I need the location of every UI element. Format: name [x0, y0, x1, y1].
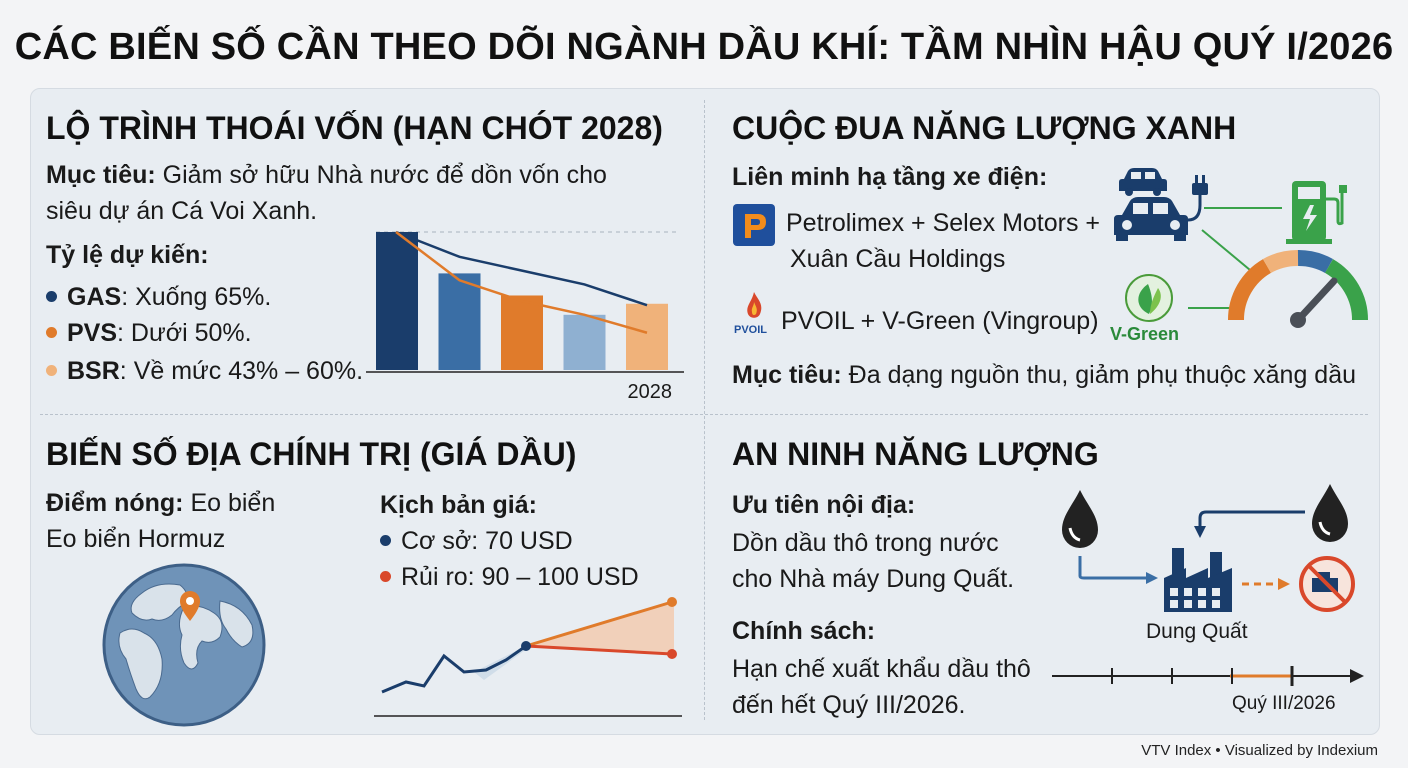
- hotspot-line2: Eo biển Hormuz: [46, 525, 226, 553]
- priority-line1: Dồn dầu thô trong nước: [732, 529, 999, 557]
- footer-credit: VTV Index • Visualized by Indexium: [1141, 742, 1378, 759]
- pvoil-flame-icon: [747, 292, 762, 318]
- risk-bullet: [380, 570, 391, 582]
- vertical-divider: [704, 100, 705, 720]
- oil-price-scenario-chart: [374, 597, 682, 717]
- map-pin-icon: [180, 591, 200, 621]
- alliance2: PVOIL + V-Green (Vingroup): [781, 307, 1099, 335]
- chart-year-label: 2028: [628, 381, 673, 403]
- pvoil-logo-text: PVOIL: [734, 324, 768, 336]
- timeline-label: Quý III/2026: [1232, 693, 1336, 714]
- divestment-goal: Mục tiêu: Giảm sở hữu Nhà nước để dồn vố…: [46, 158, 607, 192]
- page-title: CÁC BIẾN SỐ CẦN THEO DÕI NGÀNH DẦU KHÍ: …: [14, 26, 1394, 68]
- gauge-icon: [1227, 250, 1369, 328]
- green-goal-text: Đa dạng nguồn thu, giảm phụ thuộc xăng d…: [841, 361, 1357, 389]
- plant-label: Dung Quất: [1146, 620, 1248, 643]
- base-bullet: [380, 534, 391, 546]
- green-goal: Mục tiêu: Đa dạng nguồn thu, giảm phụ th…: [732, 358, 1356, 392]
- divestment-ratio-label: Tỷ lệ dự kiến:: [46, 241, 209, 269]
- hotspot-label: Điểm nóng:: [46, 489, 184, 517]
- ratio-item-gas: GAS: Xuống 65%.: [46, 280, 271, 314]
- alliance1-line2: Xuân Cầu Holdings: [790, 245, 1006, 273]
- ev-graphic: [1114, 168, 1369, 328]
- refinery-flow-graphic: [1062, 484, 1355, 612]
- divestment-goal-label: Mục tiêu:: [46, 161, 156, 189]
- globe-icon: [102, 563, 266, 727]
- bar-2: [501, 295, 543, 370]
- hotspot-line1: Eo biển: [183, 489, 276, 517]
- plug-icon: [1187, 175, 1208, 222]
- ratio-item-pvs: PVS: Dưới 50%.: [46, 316, 252, 350]
- bsr-bullet: [46, 364, 57, 376]
- petrolimex-logo: [733, 204, 775, 246]
- oil-drop-icon: [1062, 490, 1098, 548]
- green-heading: CUỘC ĐUA NĂNG LƯỢNG XANH: [732, 110, 1237, 146]
- priority-label: Ưu tiên nội địa:: [732, 491, 916, 519]
- trend-line-0: [395, 230, 648, 307]
- hotspot: Điểm nóng: Eo biển: [46, 486, 275, 520]
- small-car-icon: [1119, 168, 1167, 196]
- geo-heading: BIẾN SỐ ĐỊA CHÍNH TRỊ (GIÁ DẦU): [46, 436, 577, 472]
- green-goal-label: Mục tiêu:: [732, 361, 842, 389]
- charging-station-icon: [1286, 181, 1347, 244]
- refinery-factory-icon: [1164, 548, 1232, 612]
- priority-line2: cho Nhà máy Dung Quất.: [732, 565, 1015, 593]
- scenario-risk: Rủi ro: 90 – 100 USD: [380, 560, 639, 594]
- bar-0: [376, 232, 418, 370]
- ratio-item-bsr: BSR: Về mức 43% – 60%.: [46, 354, 363, 388]
- policy-timeline: [1052, 666, 1364, 686]
- scenario-base: Cơ sở: 70 USD: [380, 524, 573, 558]
- oil-drop-icon-right: [1312, 484, 1348, 542]
- horizontal-divider: [40, 414, 1368, 415]
- policy-line1: Hạn chế xuất khẩu dầu thô: [732, 655, 1031, 683]
- bar-3: [563, 314, 606, 370]
- divestment-heading: LỘ TRÌNH THOÁI VỐN (HẠN CHÓT 2028): [46, 110, 663, 146]
- alliance-label: Liên minh hạ tầng xe điện:: [732, 163, 1048, 191]
- security-heading: AN NINH NĂNG LƯỢNG: [732, 436, 1099, 472]
- gas-bullet: [46, 290, 57, 302]
- divestment-goal-line2: siêu dự án Cá Voi Xanh.: [46, 197, 318, 225]
- scenario-label: Kịch bản giá:: [380, 491, 537, 519]
- bar-1: [438, 273, 481, 370]
- divestment-goal-line1: Giảm sở hữu Nhà nước để dồn vốn cho: [155, 161, 607, 189]
- policy-label: Chính sách:: [732, 617, 876, 645]
- bar-4: [626, 303, 668, 370]
- no-export-icon: [1299, 556, 1355, 612]
- v-green-logo-text: V-Green: [1110, 324, 1180, 344]
- ev-car-icon: [1114, 197, 1188, 241]
- v-green-leaf-icon: [1125, 274, 1173, 322]
- alliance1-line1: Petrolimex + Selex Motors +: [786, 209, 1101, 237]
- trend-line-1: [395, 231, 648, 334]
- pvs-bullet: [46, 326, 57, 338]
- policy-line2: đến hết Quý III/2026.: [732, 691, 966, 719]
